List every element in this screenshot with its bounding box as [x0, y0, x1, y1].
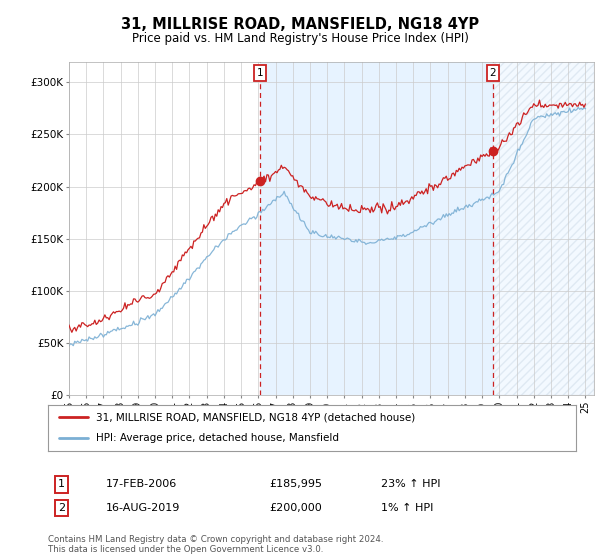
- Text: 1: 1: [257, 68, 264, 78]
- Text: Price paid vs. HM Land Registry's House Price Index (HPI): Price paid vs. HM Land Registry's House …: [131, 32, 469, 45]
- Text: 2: 2: [58, 503, 65, 513]
- Text: HPI: Average price, detached house, Mansfield: HPI: Average price, detached house, Mans…: [95, 433, 338, 444]
- Text: 17-FEB-2006: 17-FEB-2006: [106, 479, 178, 489]
- Text: 1: 1: [58, 479, 65, 489]
- Text: 1% ↑ HPI: 1% ↑ HPI: [380, 503, 433, 513]
- Text: Contains HM Land Registry data © Crown copyright and database right 2024.
This d: Contains HM Land Registry data © Crown c…: [48, 535, 383, 554]
- Text: £200,000: £200,000: [270, 503, 323, 513]
- Text: £185,995: £185,995: [270, 479, 323, 489]
- Text: 16-AUG-2019: 16-AUG-2019: [106, 503, 181, 513]
- Text: 31, MILLRISE ROAD, MANSFIELD, NG18 4YP: 31, MILLRISE ROAD, MANSFIELD, NG18 4YP: [121, 17, 479, 32]
- Text: 31, MILLRISE ROAD, MANSFIELD, NG18 4YP (detached house): 31, MILLRISE ROAD, MANSFIELD, NG18 4YP (…: [95, 412, 415, 422]
- Bar: [493, 62, 594, 395]
- Text: 23% ↑ HPI: 23% ↑ HPI: [380, 479, 440, 489]
- Text: 2: 2: [490, 68, 496, 78]
- Bar: [260, 62, 493, 395]
